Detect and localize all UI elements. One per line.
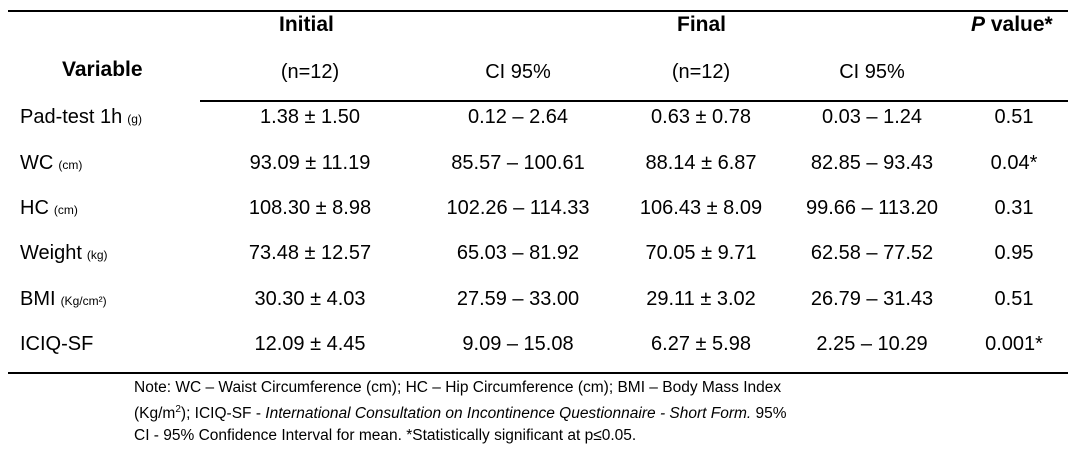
- cell-final: 6.27 ± 5.98: [651, 333, 751, 355]
- cell-ci-final: 0.03 – 1.24: [821, 106, 923, 128]
- cell-final: 29.11 ± 3.02: [646, 288, 756, 310]
- cell-ci-final: 62.58 – 77.52: [810, 242, 934, 264]
- cell-p-value: 0.31: [994, 197, 1034, 219]
- header-ci-initial: CI 95%: [485, 61, 551, 83]
- row-label: Pad-test 1h (g): [20, 106, 142, 129]
- cell-p-value: 0.51: [994, 288, 1034, 310]
- table-bottom-rule: [8, 372, 1068, 374]
- cell-ci-final: 82.85 – 93.43: [810, 152, 934, 174]
- row-label: ICIQ-SF: [20, 333, 93, 356]
- row-label-text: BMI: [20, 288, 56, 310]
- cell-ci-initial: 85.57 – 100.61: [451, 152, 585, 174]
- cell-ci-final: 26.79 – 31.43: [810, 288, 934, 310]
- cell-initial: 1.38 ± 1.50: [260, 106, 360, 128]
- header-initial: Initial: [279, 13, 334, 36]
- cell-p-value: 0.95: [994, 242, 1034, 264]
- note-line-2-c: 95%: [751, 405, 787, 423]
- cell-ci-initial: 27.59 – 33.00: [456, 288, 580, 310]
- table-top-rule: [8, 10, 1068, 12]
- table-note: Note: WC – Waist Circumference (cm); HC …: [134, 377, 934, 447]
- row-label-text: Pad-test 1h: [20, 106, 123, 128]
- row-label-text: HC: [20, 197, 49, 219]
- row-label: WC (cm): [20, 152, 82, 175]
- cell-initial: 73.48 ± 12.57: [248, 242, 372, 264]
- note-line-2-a: (Kg/m: [134, 405, 176, 423]
- header-n-initial: (n=12): [280, 61, 340, 83]
- cell-initial: 93.09 ± 11.19: [249, 152, 371, 174]
- cell-ci-initial: 65.03 – 81.92: [456, 242, 580, 264]
- row-label-unit: (Kg/cm²): [60, 294, 107, 308]
- row-label: BMI (Kg/cm²): [20, 288, 107, 311]
- note-line-2: (Kg/m2); ICIQ-SF - International Consult…: [134, 399, 934, 425]
- row-label-text: WC: [20, 152, 54, 174]
- cell-initial: 108.30 ± 8.98: [248, 197, 372, 219]
- cell-ci-initial: 102.26 – 114.33: [446, 197, 590, 219]
- cell-ci-final: 2.25 – 10.29: [816, 333, 928, 355]
- note-line-2-sup: 2: [175, 404, 181, 415]
- row-label-unit: (g): [127, 112, 142, 126]
- cell-p-value: 0.001*: [985, 333, 1043, 355]
- cell-final: 106.43 ± 8.09: [639, 197, 763, 219]
- header-bottom-rule: [200, 100, 1068, 102]
- cell-initial: 12.09 ± 4.45: [254, 333, 366, 355]
- header-p-italic: P: [971, 13, 986, 36]
- cell-ci-final: 99.66 – 113.20: [806, 197, 938, 219]
- row-label-text: ICIQ-SF: [20, 333, 94, 355]
- note-line-1: Note: WC – Waist Circumference (cm); HC …: [134, 379, 782, 396]
- cell-ci-initial: 9.09 – 15.08: [462, 333, 574, 355]
- cell-ci-initial: 0.12 – 2.64: [467, 106, 569, 128]
- note-line-2-b: ); ICIQ-SF -: [180, 405, 266, 423]
- header-variable: Variable: [62, 58, 143, 81]
- header-n-final: (n=12): [671, 61, 731, 83]
- cell-final: 88.14 ± 6.87: [645, 152, 757, 174]
- row-label-unit: (cm): [53, 203, 78, 217]
- cell-initial: 30.30 ± 4.03: [254, 288, 366, 310]
- row-label: Weight (kg): [20, 242, 108, 265]
- row-label: HC (cm): [20, 197, 78, 220]
- row-label-unit: (cm): [58, 158, 83, 172]
- row-label-unit: (kg): [86, 248, 108, 262]
- header-ci-final: CI 95%: [839, 61, 905, 83]
- note-line-3: CI - 95% Confidence Interval for mean. *…: [134, 427, 637, 445]
- note-line-2-italic: International Consultation on Incontinen…: [265, 405, 752, 423]
- header-p-value: P value*: [971, 13, 1053, 37]
- row-label-text: Weight: [20, 242, 82, 264]
- cell-p-value: 0.04*: [990, 152, 1038, 174]
- cell-final: 70.05 ± 9.71: [645, 242, 757, 264]
- header-final: Final: [677, 13, 727, 36]
- header-p-rest: value*: [985, 13, 1053, 36]
- cell-p-value: 0.51: [994, 106, 1034, 128]
- cell-final: 0.63 ± 0.78: [651, 106, 751, 128]
